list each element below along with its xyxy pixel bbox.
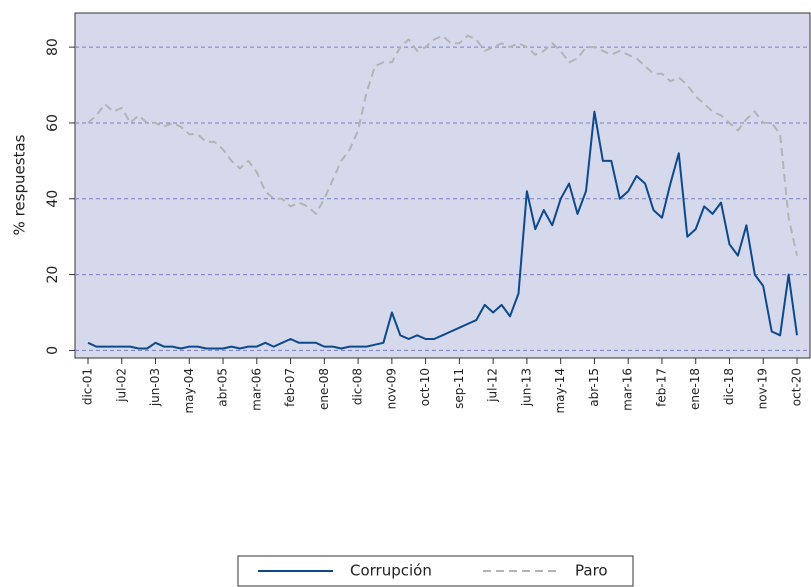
legend-label: Corrupción [350, 562, 432, 580]
series-line [87, 110, 798, 350]
x-tick-label: abr-05 [216, 368, 230, 407]
y-tick-label: 40 [45, 190, 61, 208]
x-tick-label: dic-01 [81, 368, 95, 405]
x-tick-label: oct-20 [790, 368, 804, 406]
x-tick-label: dic-18 [722, 368, 736, 405]
x-tick-label: nov-19 [756, 368, 770, 409]
y-tick-label: 20 [45, 266, 61, 284]
y-tick-label: 0 [45, 346, 61, 355]
plot-area [74, 12, 811, 359]
x-tick-label: dic-08 [351, 368, 365, 405]
x-tick-label: ene-08 [317, 368, 331, 410]
x-tick-label: sep-11 [452, 368, 466, 409]
y-axis-label: % respuestas [11, 134, 29, 235]
x-tick-label: feb-17 [654, 368, 668, 407]
x-tick-label: nov-09 [384, 368, 398, 409]
x-tick-label: jul-02 [114, 368, 128, 403]
x-tick-label: jul-12 [486, 368, 500, 403]
x-tick-label: may-14 [553, 368, 567, 414]
legend-label: Paro [575, 562, 608, 580]
x-tick-label: jun-03 [148, 368, 162, 407]
x-tick-label: mar-16 [621, 368, 635, 411]
x-tick-label: ene-18 [688, 368, 702, 410]
x-tick-label: oct-10 [418, 368, 432, 406]
x-tick-label: may-04 [182, 368, 196, 414]
x-tick-label: jun-13 [519, 368, 533, 407]
x-tick-label: feb-07 [283, 368, 297, 407]
x-tick-label: abr-15 [587, 368, 601, 407]
y-tick-label: 80 [45, 38, 61, 56]
y-tick-label: 60 [45, 114, 61, 132]
x-tick-label: mar-06 [249, 368, 263, 411]
